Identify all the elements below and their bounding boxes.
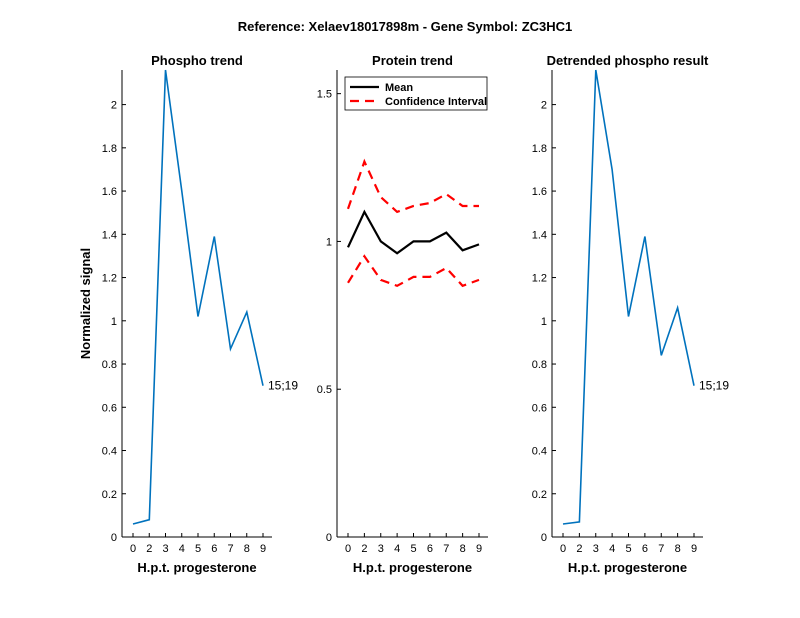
y-tick-label: 0 — [326, 532, 332, 544]
y-tick-label: 0 — [111, 532, 117, 544]
legend-box — [344, 76, 488, 111]
y-axis-label: Normalized signal — [78, 248, 93, 359]
y-tick-label: 0.2 — [532, 489, 547, 501]
x-tick-label: 3 — [378, 543, 384, 555]
legend-entry: Mean — [385, 82, 413, 94]
y-tick-label: 0.2 — [102, 489, 117, 501]
y-tick-label: 1.4 — [102, 229, 117, 241]
x-tick-label: 2 — [361, 543, 367, 555]
x-tick-label: 9 — [691, 543, 697, 555]
y-tick-label: 1.5 — [317, 89, 332, 101]
y-tick-label: 1.2 — [102, 273, 117, 285]
x-tick-label: 9 — [476, 543, 482, 555]
x-tick-label: 8 — [675, 543, 681, 555]
x-axis-label: H.p.t. progesterone — [353, 560, 472, 575]
y-tick-label: 2 — [541, 100, 547, 112]
x-tick-label: 8 — [460, 543, 466, 555]
x-tick-label: 9 — [260, 543, 266, 555]
y-tick-label: 0 — [541, 532, 547, 544]
x-tick-label: 0 — [560, 543, 566, 555]
phospho-line — [132, 69, 264, 525]
y-tick-label: 0.4 — [102, 446, 117, 458]
x-tick-label: 7 — [443, 543, 449, 555]
x-tick-label: 4 — [394, 543, 400, 555]
y-tick-label: 1.6 — [532, 186, 547, 198]
y-tick-label: 1 — [326, 236, 332, 248]
y-tick-label: 0.5 — [317, 384, 332, 396]
y-tick-label: 1.4 — [532, 229, 547, 241]
y-tick-label: 1.2 — [532, 273, 547, 285]
confidence-interval-line — [347, 254, 480, 288]
x-tick-label: 7 — [658, 543, 664, 555]
confidence-interval-line — [346, 158, 479, 214]
x-tick-label: 4 — [609, 543, 615, 555]
y-tick-label: 0.6 — [102, 402, 117, 414]
x-tick-label: 5 — [195, 543, 201, 555]
x-axis-label: H.p.t. progesterone — [568, 560, 687, 575]
chart-panel-detrended: Detrended phospho result 0 0.2 0.4 0.6 0.8 1 1.… — [532, 53, 730, 575]
y-tick-label: 0.6 — [532, 402, 547, 414]
x-tick-label: 0 — [345, 543, 351, 555]
y-tick-label: 0.8 — [532, 359, 547, 371]
legend-entry: Confidence Interval — [385, 96, 487, 108]
y-tick-label: 1.8 — [532, 143, 547, 155]
x-tick-label: 6 — [211, 543, 217, 555]
y-tick-label: 0.8 — [102, 359, 117, 371]
mean-line — [347, 209, 480, 255]
y-tick-label: 2 — [111, 100, 117, 112]
figure-title: Reference: Xelaev18017898m - Gene Symbol… — [238, 19, 573, 34]
x-tick-label: 5 — [625, 543, 631, 555]
phospho-line — [562, 69, 695, 525]
x-tick-label: 8 — [244, 543, 250, 555]
x-axis-label: H.p.t. progesterone — [137, 560, 256, 575]
x-tick-label: 0 — [130, 543, 136, 555]
data-annotation: 15;19 — [268, 379, 298, 393]
x-tick-label: 3 — [593, 543, 599, 555]
x-tick-label: 3 — [162, 543, 168, 555]
x-tick-label: 4 — [179, 543, 185, 555]
x-tick-label: 6 — [642, 543, 648, 555]
chart-title: Phospho trend — [151, 53, 243, 68]
y-tick-label: 1.8 — [102, 143, 117, 155]
y-tick-label: 0.4 — [532, 446, 547, 458]
x-tick-label: 2 — [146, 543, 152, 555]
x-tick-label: 2 — [576, 543, 582, 555]
y-tick-label: 1 — [111, 316, 117, 328]
data-annotation: 15;19 — [699, 379, 729, 393]
y-tick-label: 1 — [541, 316, 547, 328]
legend: Mean Confidence Interval — [344, 76, 488, 111]
x-tick-label: 6 — [427, 543, 433, 555]
chart-panel-phospho: Phospho trend 0 0.2 0.4 0.6 0.8 1 1.2 1.4 1.6 1.8 2… — [78, 53, 298, 575]
x-tick-label: 5 — [410, 543, 416, 555]
y-tick-label: 1.6 — [102, 186, 117, 198]
chart-title: Protein trend — [372, 53, 453, 68]
chart-title: Detrended phospho result — [547, 53, 709, 68]
x-tick-label: 7 — [227, 543, 233, 555]
